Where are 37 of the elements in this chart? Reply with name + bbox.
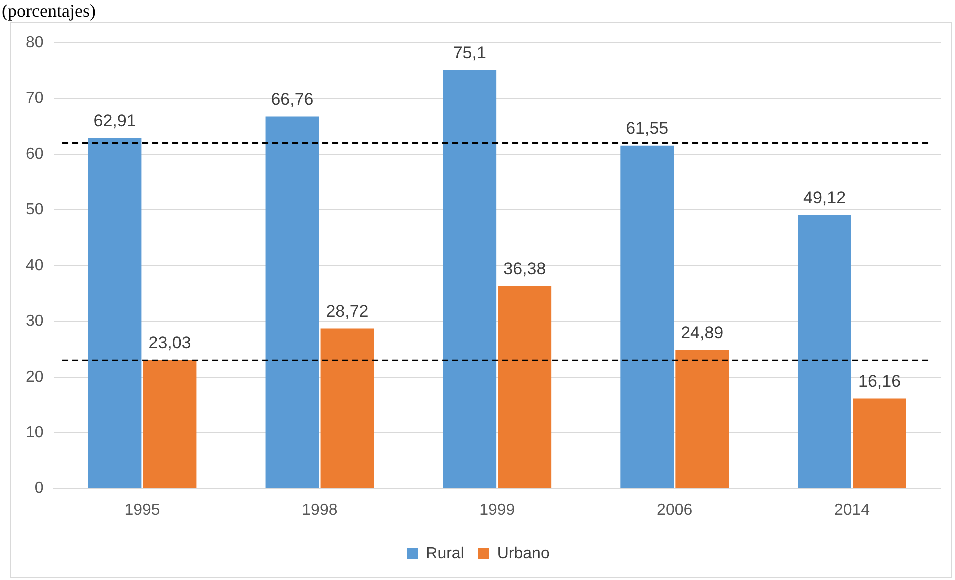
- x-tick-label: 2014: [834, 502, 870, 519]
- bar: [443, 70, 497, 488]
- y-tick-label: 10: [26, 424, 44, 442]
- data-label: 61,55: [626, 119, 669, 138]
- x-tick-label: 1998: [302, 502, 338, 519]
- legend-label: Rural: [426, 545, 464, 562]
- bar: [88, 138, 142, 488]
- data-label: 16,16: [858, 372, 902, 391]
- bar: [676, 350, 730, 488]
- y-tick-label: 20: [26, 368, 44, 386]
- data-label: 66,76: [271, 90, 314, 109]
- data-label: 28,72: [326, 302, 369, 321]
- data-label: 24,89: [681, 323, 724, 342]
- y-tick-label: 0: [34, 480, 44, 498]
- legend-label: Urbano: [497, 545, 550, 562]
- y-tick-label: 50: [26, 202, 44, 219]
- x-tick-label: 1995: [124, 502, 160, 519]
- y-tick-label: 40: [26, 257, 44, 274]
- bar: [143, 360, 197, 488]
- bar: [853, 398, 906, 488]
- y-tick-label: 70: [26, 90, 44, 108]
- x-tick-label: 2006: [657, 502, 693, 519]
- bar: [266, 116, 320, 488]
- chart-title: (porcentajes): [2, 0, 96, 22]
- x-tick-label: 1999: [480, 502, 516, 519]
- data-label: 49,12: [804, 188, 846, 208]
- bar: [620, 146, 674, 488]
- bar: [320, 328, 374, 488]
- data-label: 75,1: [453, 43, 486, 62]
- y-tick-label: 60: [26, 146, 44, 163]
- bar: [798, 215, 852, 488]
- bar: [498, 286, 552, 488]
- y-tick-label: 30: [26, 313, 44, 330]
- data-label: 36,38: [504, 259, 546, 278]
- data-label: 62,91: [94, 111, 136, 130]
- data-label: 23,03: [148, 334, 192, 353]
- y-tick-label: 80: [26, 34, 44, 52]
